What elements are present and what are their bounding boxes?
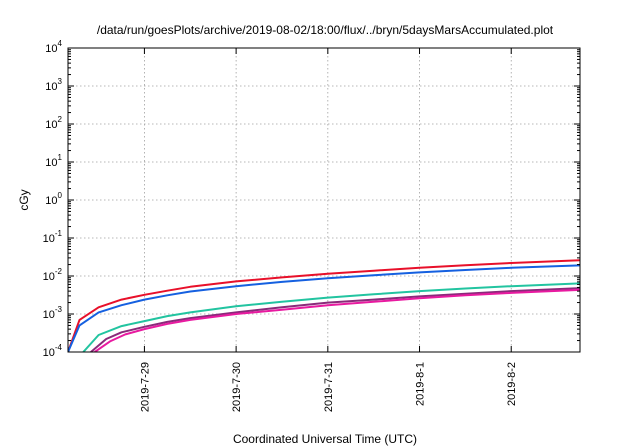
y-tick-label: 103 (45, 77, 62, 93)
chart-title: /data/run/goesPlots/archive/2019-08-02/1… (97, 23, 554, 37)
series-line-1 (68, 259, 580, 352)
x-tick-label: 2019-7-29 (139, 362, 151, 412)
x-tick-label: 2019-8-1 (415, 362, 427, 406)
y-tick-label: 100 (45, 191, 62, 207)
series-line-3 (82, 282, 580, 352)
series-line-5 (94, 288, 580, 352)
grid-layer (68, 48, 580, 352)
y-tick-label: 10-4 (43, 343, 63, 359)
y-tick-label: 102 (45, 115, 62, 131)
y-tick-label: 104 (45, 39, 62, 55)
y-axis-label: cGy (17, 189, 31, 210)
y-tick-label: 101 (45, 153, 62, 169)
x-axis-label: Coordinated Universal Time (UTC) (233, 432, 417, 446)
y-tick-label: 10-2 (43, 267, 63, 283)
x-tick-label: 2019-7-30 (231, 362, 243, 412)
x-tick-label: 2019-7-31 (323, 362, 335, 412)
x-tick-label: 2019-8-2 (506, 362, 518, 406)
series-line-2 (68, 264, 580, 352)
series-layer (68, 259, 580, 352)
y-tick-label: 10-1 (43, 229, 63, 245)
series-line-4 (90, 287, 580, 352)
ticks-layer: 10-4 10-3 10-2 10-1 100 101 102 103 104 2019-7-29… (43, 39, 580, 412)
y-tick-label: 10-3 (43, 305, 63, 321)
